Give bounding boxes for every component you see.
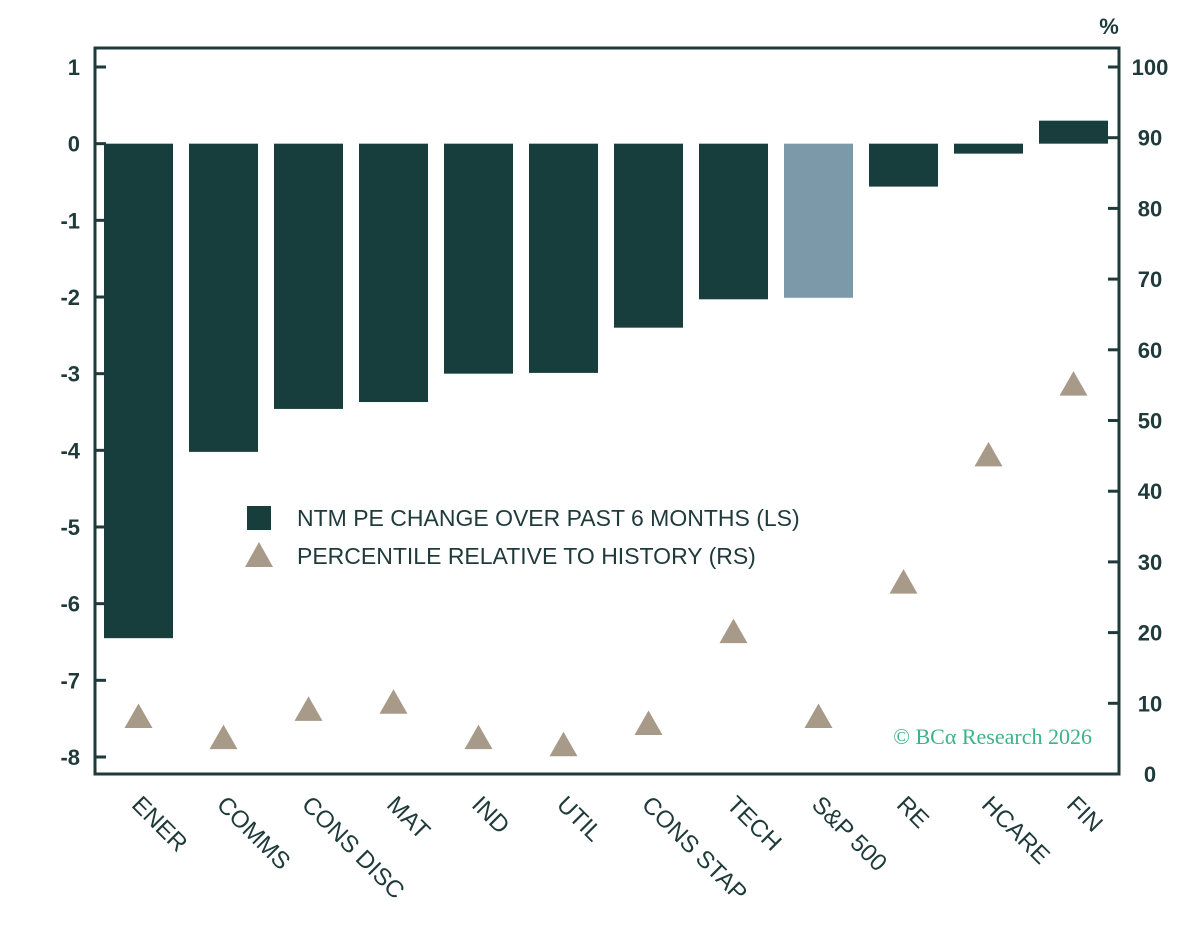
left-tick-label: -8 (60, 745, 80, 770)
triangle-cons-stap (634, 710, 663, 736)
triangle-mat (379, 689, 408, 714)
left-tick-label: -7 (60, 668, 80, 693)
category-label-ind: IND (466, 791, 514, 839)
triangle-ener (124, 703, 153, 728)
right-tick-label: 70 (1138, 267, 1162, 292)
triangle-hcare (974, 441, 1003, 467)
category-label-ener: ENER (126, 791, 192, 857)
markers-layer (124, 371, 1088, 757)
left-tick-label: -4 (60, 438, 80, 463)
plot-frame (93, 46, 1121, 776)
bar-ind (444, 143, 513, 374)
credit: © BCα Research 2026 (893, 724, 1092, 749)
right-tick-label: 20 (1138, 621, 1162, 646)
left-tick-label: -5 (60, 515, 80, 540)
right-tick-label: 80 (1138, 196, 1162, 221)
right-axis-unit: % (1099, 14, 1119, 39)
left-tick-label: 0 (68, 132, 80, 157)
bar-util (529, 143, 598, 373)
bars-layer (104, 120, 1108, 639)
category-label-tech: TECH (721, 791, 786, 856)
category-label-hcare: HCARE (976, 791, 1054, 869)
left-tick-label: -6 (60, 592, 80, 617)
bar-cons-stap (614, 143, 683, 328)
legend: NTM PE CHANGE OVER PAST 6 MONTHS (LS) PE… (245, 505, 800, 569)
triangle-comms (209, 724, 238, 750)
triangle-sandp-500 (804, 703, 833, 728)
left-axis: 1 0 -1 -2 -3 -4 -5 -6 -7 -8 (60, 55, 106, 770)
bar-re (869, 143, 938, 187)
triangle-tech (719, 618, 748, 644)
bar-tech (699, 143, 768, 300)
triangle-cons-disc (294, 696, 323, 721)
right-tick-label: 30 (1138, 550, 1162, 575)
legend-bar-label: NTM PE CHANGE OVER PAST 6 MONTHS (LS) (297, 505, 800, 531)
right-tick-label: 60 (1138, 338, 1162, 363)
category-label-comms: COMMS (211, 791, 295, 875)
bar-cons-disc (274, 143, 343, 409)
right-tick-label: 90 (1138, 126, 1162, 151)
bar-sandp-500 (784, 143, 853, 298)
bar-mat (359, 143, 428, 403)
right-tick-label: 100 (1132, 55, 1169, 80)
triangle-re (889, 569, 918, 594)
left-tick-label: -2 (60, 285, 80, 310)
triangle-util (549, 731, 578, 757)
triangle-fin (1059, 371, 1088, 396)
right-tick-label: 10 (1138, 691, 1162, 716)
legend-triangle-label: PERCENTILE RELATIVE TO HISTORY (RS) (297, 543, 756, 569)
triangle-ind (464, 724, 493, 750)
left-tick-label: 1 (68, 55, 80, 80)
bar-fin (1039, 120, 1108, 144)
right-tick-label: 50 (1138, 409, 1162, 434)
left-tick-label: -3 (60, 362, 80, 387)
right-tick-label: 0 (1144, 762, 1156, 787)
category-label-fin: FIN (1061, 791, 1107, 837)
category-label-mat: MAT (381, 791, 435, 845)
bar-comms (189, 143, 258, 452)
category-label-sandp-500: S&P 500 (806, 791, 892, 877)
left-tick-label: -1 (60, 208, 80, 233)
right-tick-label: 40 (1138, 479, 1162, 504)
legend-triangle-swatch (245, 542, 273, 567)
category-label-util: UTIL (551, 791, 607, 847)
bar-hcare (954, 143, 1023, 154)
category-label-re: RE (891, 791, 934, 834)
bar-ener (104, 143, 173, 639)
legend-bar-swatch (247, 506, 271, 530)
